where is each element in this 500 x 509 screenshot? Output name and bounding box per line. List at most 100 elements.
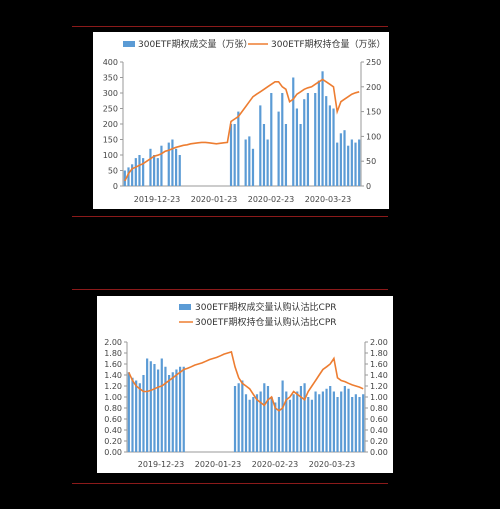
bottom-rule-1 <box>72 216 388 217</box>
chart-1-svg: 300ETF期权成交量（万张） 300ETF期权持仓量（万张） 0 50 100 150 2… <box>103 38 386 204</box>
bar <box>274 402 277 452</box>
chart-2-panel: 300ETF期权成交量认购认沽比CPR 300ETF期权持仓量认购认沽比CPR 0.… <box>97 296 393 473</box>
chart-1-panel: 300ETF期权成交量（万张） 300ETF期权持仓量（万张） 0 50 100 150 2… <box>93 32 389 209</box>
bar <box>343 386 346 452</box>
bar <box>262 124 266 186</box>
x-tick-label: 2020-01-23 <box>191 195 238 204</box>
bar <box>175 369 178 452</box>
bar <box>252 397 255 452</box>
x-tick-label: 2020-02-23 <box>252 460 299 469</box>
bar <box>135 380 138 452</box>
y-left-tick-label: 1.20 <box>104 382 122 391</box>
legend-bar-swatch <box>123 41 135 47</box>
y-right-tick-label: 100 <box>366 132 381 141</box>
chart-2-svg: 300ETF期权成交量认购认沽比CPR 300ETF期权持仓量认购认沽比CPR 0.… <box>104 301 388 469</box>
y-left-tick-label: 1.80 <box>104 349 122 358</box>
bar <box>174 148 178 186</box>
x-tick-label: 2019-12-23 <box>138 460 185 469</box>
top-rule-2 <box>72 289 388 290</box>
bar <box>259 105 262 186</box>
y-right-tick-label: 0.20 <box>370 437 388 446</box>
bar <box>329 386 332 452</box>
bar <box>307 397 310 452</box>
bar <box>285 391 288 452</box>
bar <box>347 145 350 186</box>
y-right-tick-label: 200 <box>366 83 381 92</box>
x-tick-label: 2019-12-23 <box>134 195 181 204</box>
bottom-rule-2 <box>72 483 388 484</box>
bar <box>171 139 174 186</box>
y-left-tick-label: 350 <box>103 74 118 83</box>
bar <box>343 130 346 186</box>
bar <box>153 364 156 452</box>
y-left-tick-label: 0.20 <box>104 437 122 446</box>
y-right-tick-label: 250 <box>366 58 381 67</box>
y-right-tick-label: 0.80 <box>370 404 388 413</box>
bar <box>149 361 152 452</box>
y-right-tick-label: 1.40 <box>370 371 388 380</box>
bar <box>142 158 145 186</box>
bar <box>229 124 233 186</box>
legend-bar-label: 300ETF期权成交量（万张） <box>138 38 253 50</box>
bar <box>171 372 174 452</box>
legend-line-label: 300ETF期权持仓量认购认沽比CPR <box>195 316 337 328</box>
bar <box>164 366 167 452</box>
legend-bar-swatch <box>179 304 191 310</box>
y-left-tick-label: 0.00 <box>104 448 122 457</box>
y-left-tick-label: 1.00 <box>104 393 122 402</box>
bar <box>318 394 321 452</box>
y-left-tick-label: 0.60 <box>104 415 122 424</box>
y-left-tick-label: 2.00 <box>104 338 122 347</box>
bar <box>138 383 141 452</box>
bar <box>328 105 331 186</box>
bar <box>146 358 149 452</box>
bar <box>314 391 317 452</box>
y-left-tick-label: 1.40 <box>104 371 122 380</box>
y-left-tick-label: 400 <box>103 58 118 67</box>
y-right-tick-label: 0.40 <box>370 426 388 435</box>
y-right-tick-label: 1.00 <box>370 393 388 402</box>
bar <box>288 399 292 452</box>
bar <box>178 366 182 452</box>
bar <box>127 167 130 186</box>
top-rule-1 <box>72 26 388 27</box>
bar <box>251 148 255 186</box>
bar <box>127 372 130 452</box>
bar <box>277 111 280 186</box>
x-tick-label: 2020-03-23 <box>309 460 356 469</box>
bar <box>354 394 357 452</box>
bar <box>295 108 299 186</box>
bar <box>340 391 343 452</box>
bar <box>321 391 324 452</box>
bar <box>178 155 181 186</box>
y-left-tick-label: 0.40 <box>104 426 122 435</box>
bar <box>314 93 317 186</box>
bar <box>142 375 145 452</box>
bar <box>292 394 295 452</box>
y-left-tick-label: 100 <box>103 151 118 160</box>
bar <box>303 99 306 186</box>
bar <box>339 133 342 186</box>
bar <box>233 386 237 452</box>
y-left-tick-label: 0 <box>113 182 118 191</box>
bar <box>336 397 339 452</box>
bar <box>292 77 295 186</box>
y-left-tick-label: 250 <box>103 105 118 114</box>
y-right-tick-label: 1.80 <box>370 349 388 358</box>
bar <box>167 142 170 186</box>
bar <box>358 139 361 186</box>
bar <box>306 93 310 186</box>
bar <box>255 394 259 452</box>
bar <box>168 375 171 452</box>
y-right-tick-label: 0.00 <box>370 448 388 457</box>
bar <box>270 397 273 452</box>
bar <box>299 386 303 452</box>
y-right-tick-label: 1.20 <box>370 382 388 391</box>
bar <box>131 377 134 452</box>
x-tick-label: 2020-01-23 <box>195 460 242 469</box>
bar <box>157 369 160 452</box>
y-left-tick-label: 0.80 <box>104 404 122 413</box>
bar <box>332 391 335 452</box>
bar <box>310 399 314 452</box>
bar <box>351 397 354 452</box>
